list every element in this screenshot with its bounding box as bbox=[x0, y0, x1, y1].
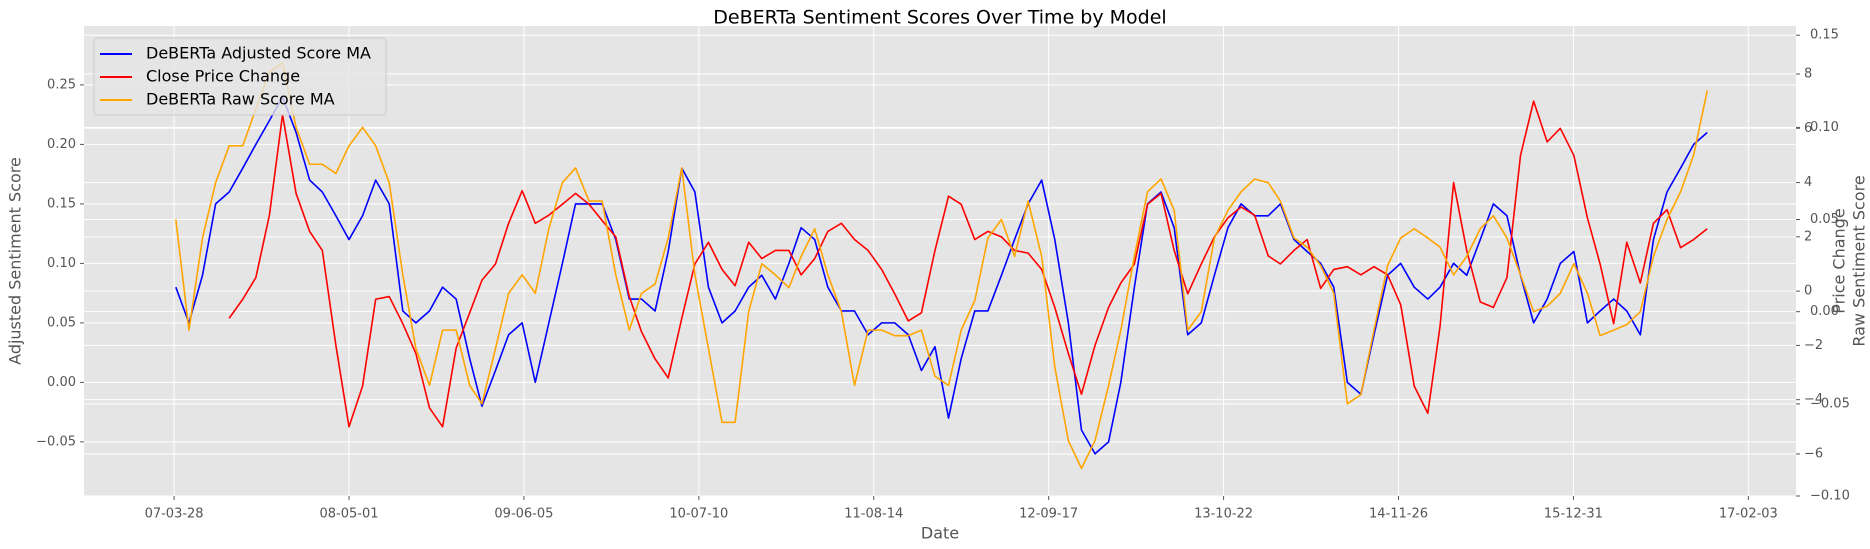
x-tick-label: 09-06-05 bbox=[494, 507, 553, 522]
series-line bbox=[175, 62, 1709, 470]
legend-label: DeBERTa Raw Score MA bbox=[146, 90, 335, 109]
x-tick-label: 11-08-14 bbox=[844, 507, 903, 522]
y2-tick-label: 8 bbox=[1804, 67, 1812, 82]
y2-tick-label: −4 bbox=[1804, 392, 1823, 407]
lines bbox=[175, 62, 1709, 470]
x-tick-label: 08-05-01 bbox=[319, 507, 378, 522]
y3-tick-label: 0.00 bbox=[1810, 304, 1839, 319]
x-tick-label: 15-12-31 bbox=[1544, 507, 1603, 522]
y-axis-label: Adjusted Sentiment Score bbox=[6, 157, 25, 365]
chart-title: DeBERTa Sentiment Scores Over Time by Mo… bbox=[713, 7, 1166, 29]
x-tick-label: 14-11-26 bbox=[1369, 507, 1428, 522]
x-tick-label: 07-03-28 bbox=[145, 507, 204, 522]
y3-tick-label: −0.10 bbox=[1810, 489, 1850, 504]
grid bbox=[84, 26, 1796, 497]
legend-frame bbox=[93, 37, 387, 116]
y2-tick-label: 4 bbox=[1804, 175, 1812, 190]
x-tick-label: 12-09-17 bbox=[1019, 507, 1078, 522]
y-tick-label: −0.05 bbox=[36, 434, 76, 449]
y-tick-label: 0.15 bbox=[47, 196, 76, 211]
y2-tick-label: −6 bbox=[1804, 446, 1823, 461]
x-tick-label: 13-10-22 bbox=[1194, 507, 1253, 522]
legend-label: Close Price Change bbox=[146, 67, 300, 86]
x-tick-label: 10-07-10 bbox=[669, 507, 728, 522]
series-line bbox=[228, 100, 1708, 428]
y-tick-label: 0.10 bbox=[47, 256, 76, 271]
y3-tick-label: 0.10 bbox=[1810, 120, 1839, 135]
series-line bbox=[175, 96, 1708, 455]
y3-tick-label: −0.05 bbox=[1810, 396, 1850, 411]
x-axis-label: Date bbox=[921, 524, 959, 543]
y2-axis-label: Price Change bbox=[1830, 208, 1849, 313]
x-tick-label: 17-02-03 bbox=[1719, 507, 1778, 522]
y2-tick-label: 2 bbox=[1804, 229, 1812, 244]
y-tick-label: 0.00 bbox=[47, 375, 76, 390]
ticks: 07-03-28 08-05-01 09-06-05 10-07-10 11-08-14… bbox=[36, 28, 1850, 522]
y3-axis-label: Raw Sentiment Score bbox=[1850, 175, 1869, 346]
y-tick-label: 0.25 bbox=[47, 77, 76, 92]
y3-tick-label: 0.05 bbox=[1810, 212, 1839, 227]
legend-label: DeBERTa Adjusted Score MA bbox=[146, 44, 371, 63]
y3-tick-label: 0.15 bbox=[1810, 28, 1839, 43]
y2-tick-label: −2 bbox=[1804, 338, 1823, 353]
y2-tick-label: 6 bbox=[1804, 121, 1812, 136]
legend: DeBERTa Adjusted Score MA Close Price Cha… bbox=[93, 37, 387, 116]
y-tick-label: 0.20 bbox=[47, 137, 76, 152]
y2-tick-label: 0 bbox=[1804, 284, 1812, 299]
y-tick-label: 0.05 bbox=[47, 315, 76, 330]
